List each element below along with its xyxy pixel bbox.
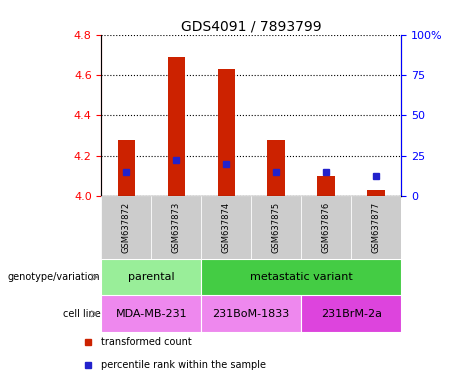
Bar	[168, 57, 185, 196]
Text: GSM637873: GSM637873	[172, 202, 181, 253]
Text: 231BoM-1833: 231BoM-1833	[213, 309, 290, 319]
Text: parental: parental	[128, 272, 175, 282]
Text: GSM637872: GSM637872	[122, 202, 131, 253]
Text: cell line: cell line	[63, 309, 100, 319]
Bar	[301, 295, 401, 332]
Text: GSM637876: GSM637876	[322, 202, 331, 253]
Bar	[351, 196, 401, 259]
Bar	[218, 69, 235, 196]
Bar	[251, 196, 301, 259]
Bar	[301, 196, 351, 259]
Text: GSM637875: GSM637875	[272, 202, 281, 253]
Text: transformed count: transformed count	[101, 337, 192, 347]
Bar	[151, 196, 201, 259]
Text: 231BrM-2a: 231BrM-2a	[321, 309, 382, 319]
Text: GSM637874: GSM637874	[222, 202, 231, 253]
Bar	[118, 140, 135, 196]
Text: GSM637877: GSM637877	[372, 202, 381, 253]
Text: MDA-MB-231: MDA-MB-231	[116, 309, 187, 319]
Bar	[201, 259, 401, 295]
Text: metastatic variant: metastatic variant	[250, 272, 353, 282]
Text: percentile rank within the sample: percentile rank within the sample	[101, 360, 266, 370]
Bar	[318, 176, 335, 196]
Bar	[101, 295, 201, 332]
Bar	[267, 140, 285, 196]
Bar	[101, 259, 201, 295]
Bar	[201, 196, 251, 259]
Bar	[201, 295, 301, 332]
Title: GDS4091 / 7893799: GDS4091 / 7893799	[181, 20, 322, 33]
Bar	[367, 190, 385, 196]
Text: genotype/variation: genotype/variation	[8, 272, 100, 282]
Bar	[101, 196, 151, 259]
